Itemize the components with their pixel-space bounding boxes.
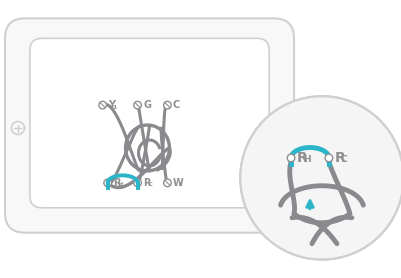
Circle shape: [134, 179, 141, 187]
Text: G: G: [143, 100, 151, 110]
Text: Y: Y: [108, 100, 115, 110]
Text: R: R: [113, 178, 120, 188]
Text: H: H: [302, 155, 310, 164]
Text: H: H: [117, 182, 123, 187]
Text: R: R: [334, 151, 344, 165]
FancyBboxPatch shape: [30, 38, 268, 208]
Text: 1: 1: [177, 182, 181, 187]
Text: 1: 1: [112, 105, 117, 110]
Text: C: C: [172, 100, 180, 110]
Circle shape: [103, 179, 111, 187]
Text: C: C: [340, 155, 346, 164]
Circle shape: [324, 154, 332, 162]
Circle shape: [275, 121, 288, 135]
Text: R: R: [143, 178, 150, 188]
Circle shape: [12, 121, 24, 135]
FancyBboxPatch shape: [5, 18, 293, 233]
Circle shape: [287, 154, 294, 162]
Text: R: R: [296, 151, 306, 165]
Circle shape: [134, 101, 141, 109]
Circle shape: [163, 101, 171, 109]
Circle shape: [99, 101, 106, 109]
Circle shape: [240, 96, 401, 260]
Text: C: C: [147, 182, 152, 187]
Circle shape: [163, 179, 171, 187]
Text: W: W: [172, 178, 183, 188]
